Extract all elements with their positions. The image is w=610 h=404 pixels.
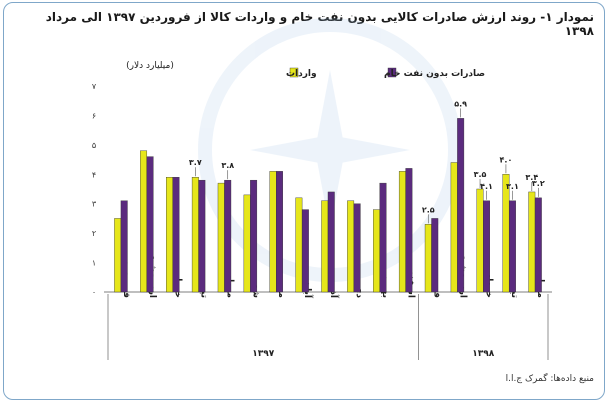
bar-exports	[276, 171, 283, 293]
bar-imports	[269, 171, 277, 293]
bar-exports	[327, 191, 335, 293]
data-label: ۴.۰	[500, 155, 513, 164]
bar-imports	[502, 174, 510, 293]
data-label: ۳.۴	[525, 173, 538, 182]
group-label: ۱۳۹۸	[472, 349, 494, 359]
data-label: ۳.۷	[189, 158, 202, 167]
y-tick-label: ۰	[92, 288, 96, 297]
y-tick-label: ۱	[92, 259, 96, 268]
bar-imports	[476, 188, 484, 293]
data-label: ۲.۵	[422, 205, 435, 214]
bar-exports	[508, 200, 516, 293]
bar-imports	[321, 200, 329, 293]
legend-swatch-exports	[387, 67, 397, 78]
bar-imports	[347, 200, 355, 293]
legend-swatch-imports	[289, 67, 299, 78]
bar-imports	[424, 224, 432, 293]
bar-imports	[528, 191, 536, 293]
source-note: منبع داده‌ها: گمرک ج.ا.ا	[505, 374, 594, 384]
bar-imports	[114, 218, 122, 293]
bar-exports	[224, 179, 232, 293]
bar-exports	[534, 197, 542, 293]
data-label: ۴.۱	[480, 182, 493, 191]
data-label: ۳.۸	[221, 161, 234, 170]
y-tick-label: ۶	[92, 111, 96, 120]
bar-imports	[373, 209, 380, 293]
y-tick-label: ۷	[92, 82, 97, 91]
bar-exports	[457, 118, 465, 293]
bar-imports	[191, 177, 199, 293]
bar-exports	[120, 200, 128, 293]
bar-imports	[217, 182, 225, 293]
bar-exports	[353, 203, 361, 293]
chart-title: نمودار ۱- روند ارزش صادرات کالایی بدون ن…	[45, 10, 594, 38]
data-label: ۳.۱	[506, 182, 519, 191]
bar-imports	[243, 194, 251, 293]
legend-label-exports: صادرات بدون نفت خام	[384, 69, 485, 79]
bar-exports	[379, 182, 387, 293]
bar-imports	[398, 171, 406, 293]
legend-label-imports: واردات	[286, 69, 317, 79]
y-tick-label: ۴	[92, 170, 96, 179]
bar-exports	[146, 156, 154, 293]
data-label: ۳.۲	[532, 179, 545, 188]
bar-exports	[431, 218, 439, 293]
bar-exports	[405, 168, 413, 293]
y-tick-label: ۵	[92, 141, 96, 150]
bar-imports	[295, 197, 303, 293]
bar-exports	[172, 177, 180, 293]
y-axis-unit: (میلیارد دلار)	[126, 61, 174, 71]
bar-exports	[483, 200, 490, 293]
group-label: ۱۳۹۷	[252, 349, 274, 359]
bar-imports	[166, 177, 173, 293]
data-label: ۵.۹	[454, 99, 467, 108]
y-tick-label: ۲	[92, 229, 96, 238]
y-tick-label: ۳	[92, 200, 97, 209]
bar-imports	[140, 150, 148, 293]
bar-exports	[198, 179, 206, 293]
data-label: ۳.۵	[474, 170, 487, 179]
bar-imports	[450, 162, 458, 293]
bar-exports	[301, 209, 309, 293]
bar-exports	[250, 179, 258, 293]
